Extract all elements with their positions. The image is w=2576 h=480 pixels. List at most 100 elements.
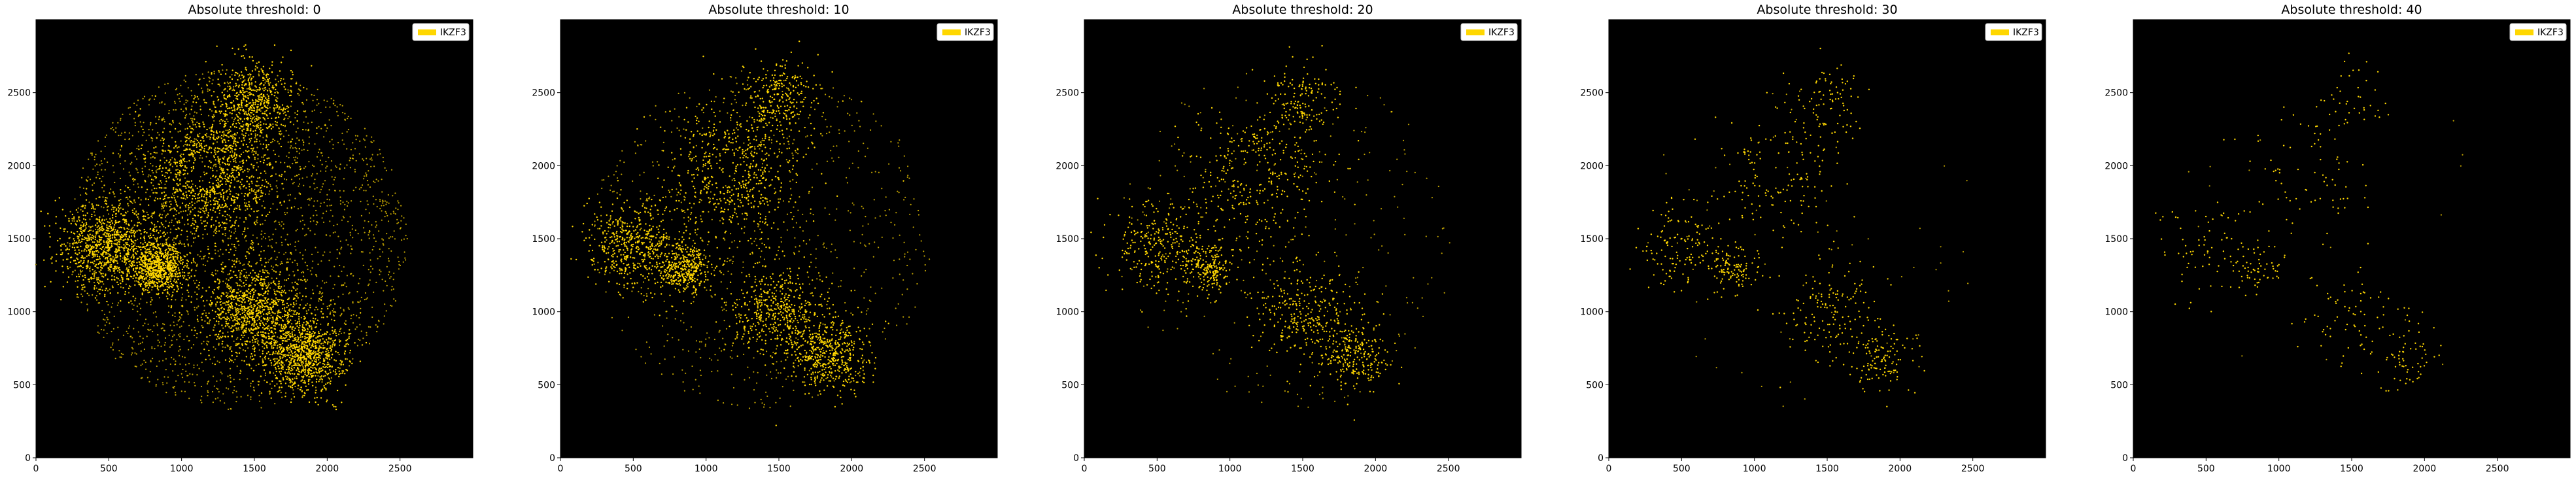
scatter-point [181, 377, 184, 379]
scatter-point [143, 122, 145, 124]
scatter-point [219, 224, 222, 226]
scatter-point [129, 163, 131, 165]
scatter-point [132, 178, 134, 180]
scatter-point [192, 241, 195, 243]
scatter-point [133, 230, 135, 231]
scatter-point [325, 160, 327, 163]
scatter-point [332, 311, 334, 313]
scatter-point [320, 188, 322, 190]
scatter-point [221, 267, 223, 269]
scatter-point [84, 205, 86, 207]
scatter-point [99, 266, 102, 268]
scatter-point [139, 276, 141, 278]
scatter-point [359, 278, 361, 280]
scatter-point [330, 311, 332, 313]
scatter-point [218, 230, 220, 232]
scatter-point [144, 241, 146, 243]
scatter-point [82, 275, 84, 277]
scatter-point [109, 270, 111, 272]
scatter-point [233, 120, 235, 122]
scatter-point [162, 243, 163, 245]
scatter-point [215, 273, 216, 275]
scatter-point [159, 197, 162, 199]
scatter-point [275, 242, 277, 244]
scatter-point [125, 233, 128, 235]
scatter-point [222, 198, 224, 200]
scatter-point [106, 235, 108, 237]
scatter-point [128, 107, 129, 109]
scatter-point [152, 172, 154, 174]
scatter-point [225, 97, 227, 100]
scatter-point [101, 226, 103, 228]
scatter-point [173, 207, 175, 209]
scatter-point [158, 262, 160, 264]
scatter-point [148, 134, 150, 136]
scatter-point [238, 137, 241, 139]
scatter-point [343, 309, 345, 311]
scatter-point [103, 248, 105, 250]
scatter-point [281, 221, 283, 223]
scatter-point [65, 258, 68, 260]
scatter-point [206, 172, 208, 175]
scatter-point [211, 362, 214, 364]
scatter-point [140, 249, 142, 251]
scatter-point [280, 175, 283, 177]
scatter-point [101, 289, 103, 291]
scatter-point [258, 394, 260, 397]
scatter-point [113, 276, 115, 278]
scatter-point [232, 260, 233, 262]
scatter-point [176, 88, 178, 90]
scatter-point [238, 207, 240, 209]
scatter-point [194, 207, 196, 209]
scatter-point [267, 182, 269, 184]
scatter-point [315, 247, 317, 249]
scatter-point [105, 256, 107, 259]
scatter-point [270, 265, 273, 267]
scatter-point [112, 349, 114, 351]
scatter-point [122, 272, 124, 275]
scatter-point [359, 140, 361, 142]
scatter-point [235, 154, 238, 156]
scatter-point [320, 353, 323, 355]
scatter-point [197, 305, 199, 307]
scatter-point [232, 156, 233, 158]
scatter-point [233, 361, 235, 364]
scatter-point [139, 314, 141, 316]
scatter-point [124, 160, 126, 162]
scatter-point [103, 222, 105, 225]
scatter-point [91, 234, 94, 236]
scatter-point [120, 145, 123, 147]
scatter-point [120, 134, 122, 136]
scatter-point [159, 237, 161, 239]
scatter-point [259, 117, 261, 119]
scatter-point [290, 145, 292, 147]
scatter-point [283, 78, 284, 80]
scatter-point [69, 256, 72, 259]
scatter-point [294, 117, 296, 119]
scatter-point [366, 175, 368, 177]
scatter-point [82, 288, 84, 290]
scatter-point [191, 95, 193, 97]
scatter-point [288, 165, 290, 167]
scatter-point [167, 258, 169, 260]
scatter-point [392, 211, 394, 213]
scatter-point [181, 217, 183, 219]
scatter-point [214, 243, 216, 245]
scatter-point [132, 226, 134, 228]
scatter-point [116, 230, 119, 231]
scatter-point [147, 176, 149, 178]
scatter-point [93, 263, 95, 265]
scatter-point [297, 208, 300, 210]
scatter-point [269, 287, 271, 289]
scatter-point [230, 226, 232, 228]
scatter-point [119, 163, 122, 165]
scatter-point [383, 244, 385, 246]
scatter-point [89, 267, 91, 269]
scatter-point [202, 233, 204, 235]
scatter-point [369, 271, 371, 273]
scatter-point [133, 213, 136, 215]
scatter-point [305, 99, 307, 101]
scatter-point [316, 186, 318, 189]
scatter-point [288, 134, 290, 136]
scatter-point [115, 252, 117, 254]
